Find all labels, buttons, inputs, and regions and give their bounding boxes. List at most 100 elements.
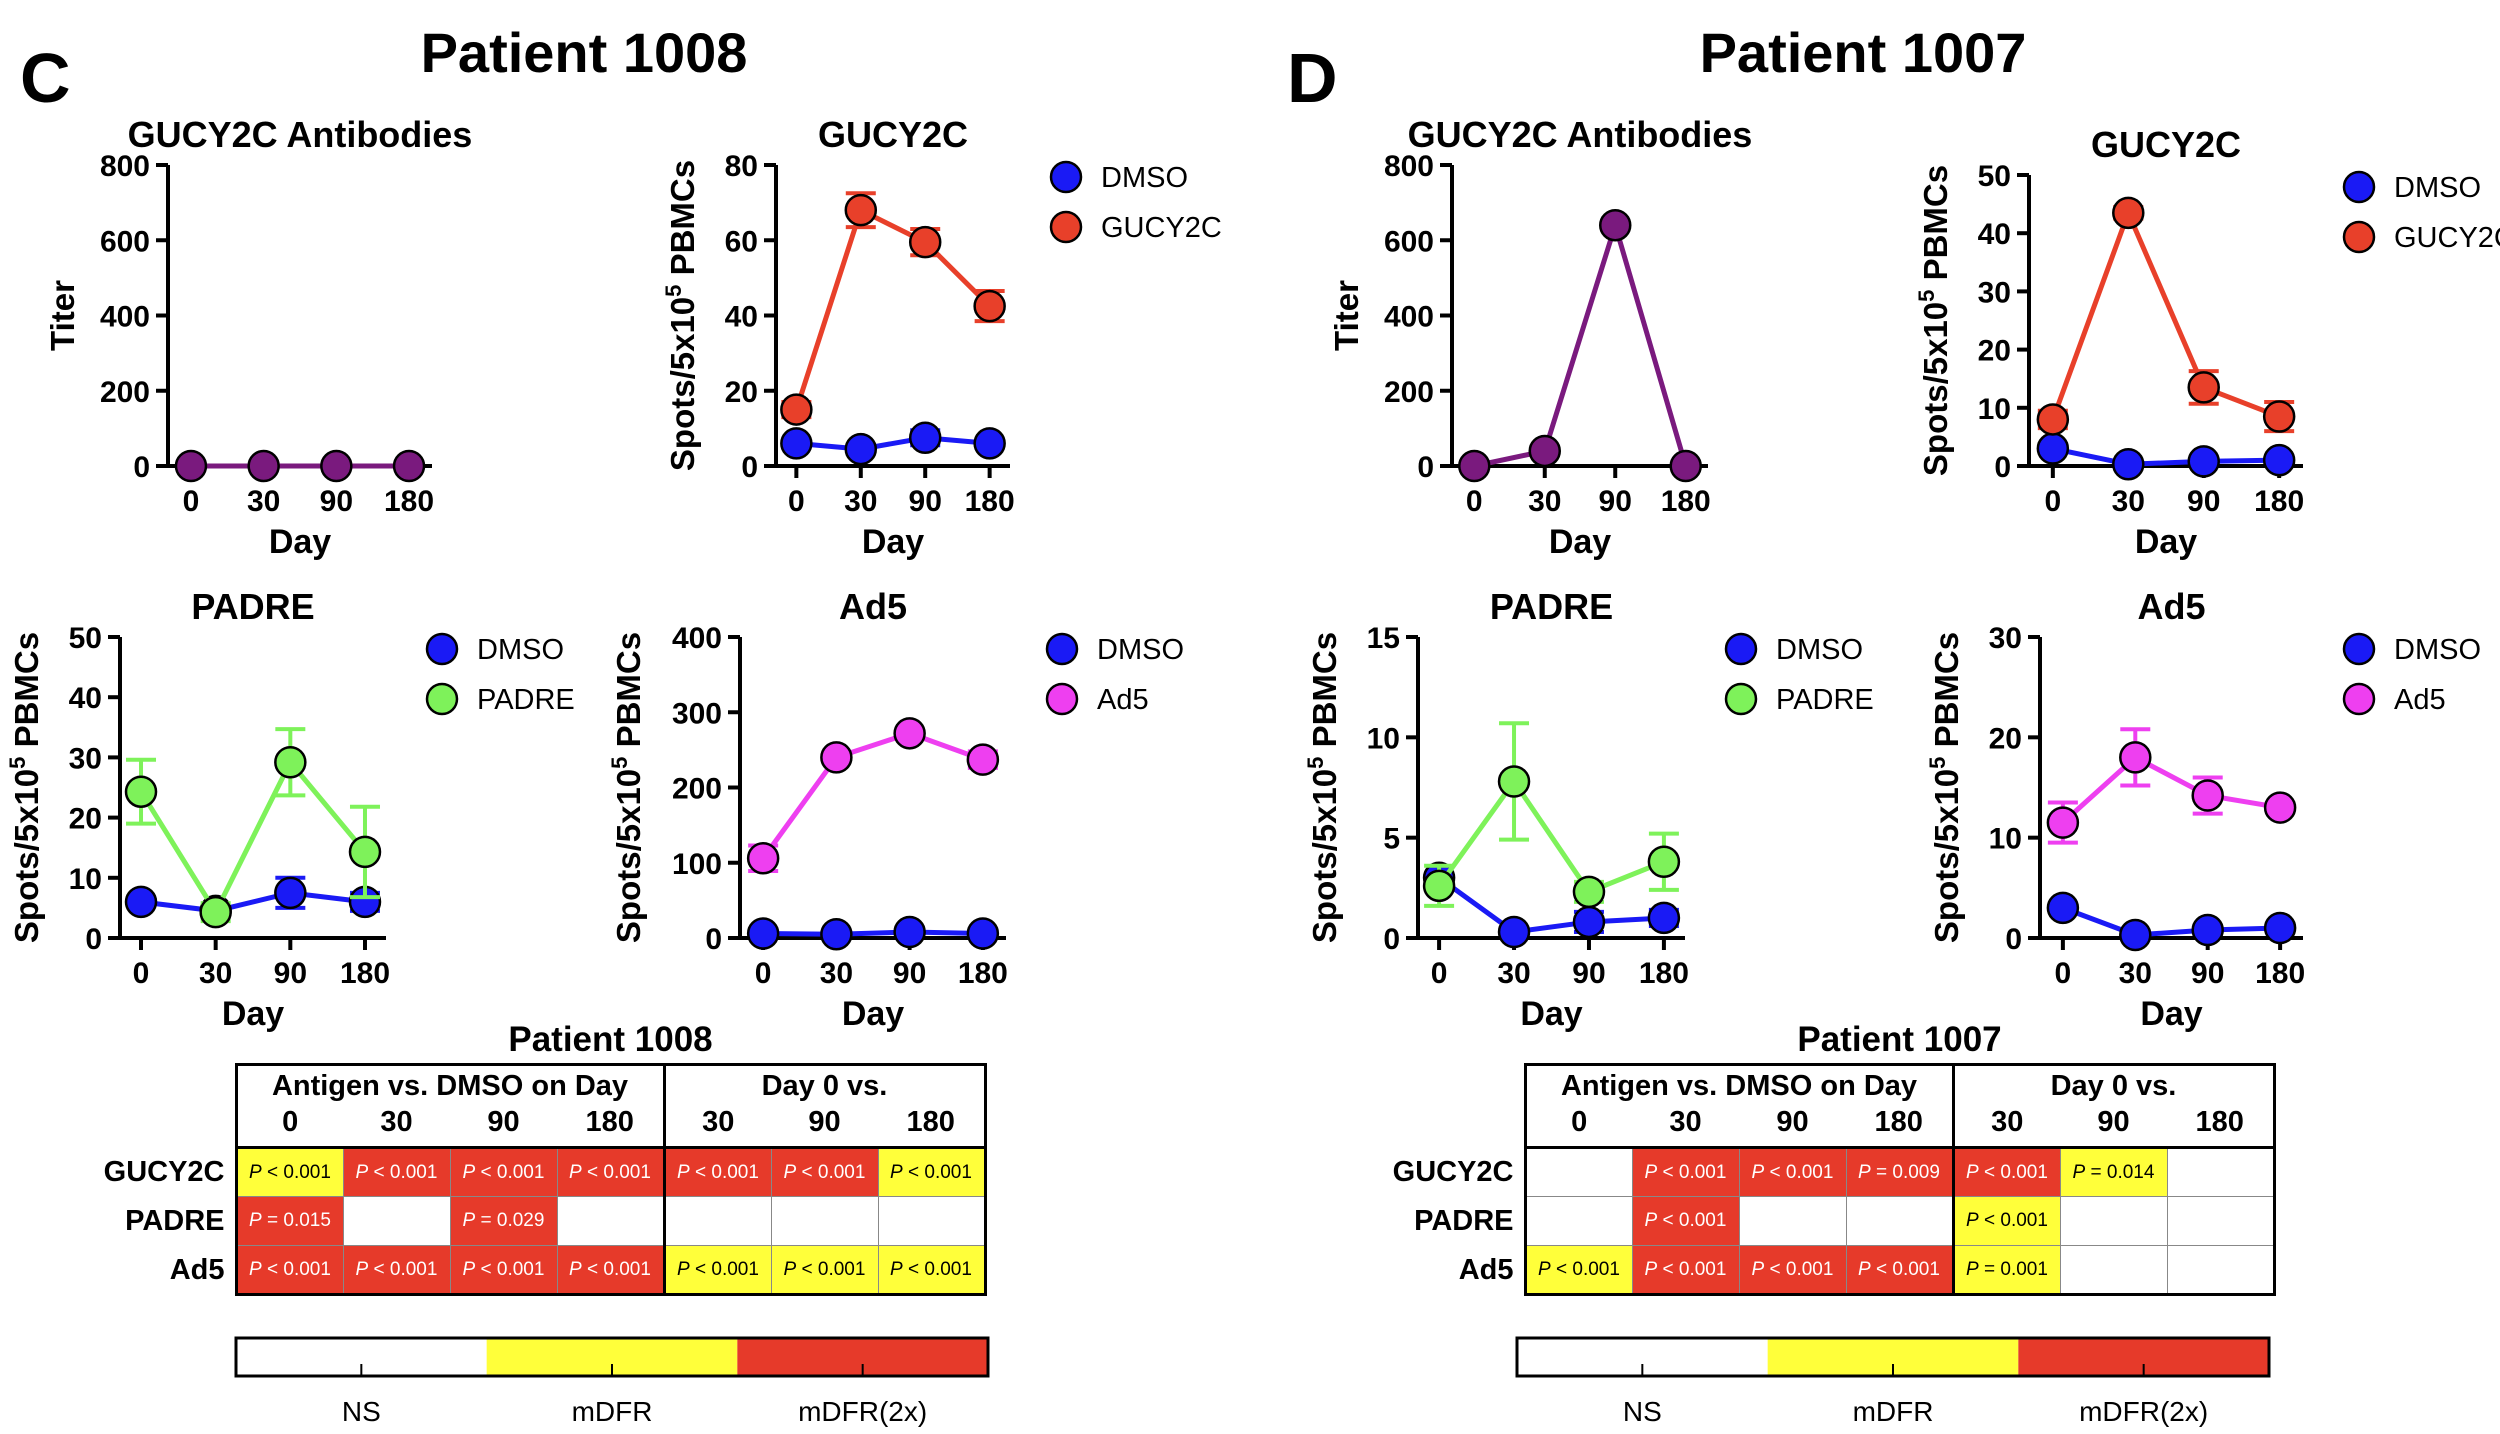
data-point (392, 449, 426, 483)
panel-letter: C (20, 39, 71, 117)
p-value-cell: P < 0.001 (1951, 1196, 2061, 1246)
x-tick-label: 30 (2112, 485, 2145, 518)
data-point (1458, 449, 1491, 483)
x-tick-label: 0 (183, 485, 200, 518)
p-value: < 0.001 (587, 1161, 651, 1183)
y-tick-label: 40 (69, 682, 102, 715)
series-titer (1458, 208, 1702, 483)
p-symbol: P (249, 1258, 262, 1280)
y-tick-label: 0 (2005, 923, 2022, 956)
p-value: < 0.001 (1984, 1161, 2048, 1183)
chart-title: Ad5 (2137, 586, 2205, 627)
p-value: < 0.001 (480, 1161, 545, 1183)
table-row: GUCY2C P < 0.001 P < 0.001 P < 0.001 P < 0.0… (96, 1146, 987, 1197)
p-symbol: P (890, 1258, 903, 1280)
data-point (348, 835, 382, 869)
table-row: Ad5 P < 0.001 P < 0.001 P < 0.001 P < 0.001 P… (1385, 1245, 2276, 1296)
p-value-cell: P < 0.001 (1631, 1146, 1740, 1197)
p-value-cell (342, 1196, 451, 1246)
y-axis-label: Titer (1328, 280, 1365, 351)
legend-label: Ad5 (1097, 684, 1149, 716)
data-point (780, 393, 813, 426)
y-tick-label: 400 (100, 301, 150, 334)
series-ad5 (746, 717, 1000, 875)
chart-title: GUCY2C (818, 114, 968, 155)
x-tick-label: 90 (2187, 485, 2220, 518)
x-tick-label: 90 (1599, 485, 1632, 518)
y-tick-label: 5 (1383, 823, 1400, 856)
row-label: PADRE (125, 1204, 225, 1237)
x-tick-label: 180 (2254, 485, 2304, 518)
p-symbol: P (1751, 1161, 1765, 1183)
day-header: 30 (380, 1106, 413, 1138)
chart-C4: Ad5 0 100 200 300 400 0 30 90 180 Day Spots/5x105 P… (607, 586, 1184, 1033)
y-axis-label-main: Spots/5x10 (1917, 302, 1954, 476)
series-gucy2c (780, 191, 1006, 426)
x-tick-label: 180 (1661, 485, 1711, 518)
panel-title: Patient 1008 (421, 21, 748, 84)
y-axis-label: Spots/5x105 PBMCs (5, 632, 45, 943)
p-value: < 0.001 (801, 1258, 866, 1280)
chart-C1: GUCY2C Antibodies 0 200 400 600 800 0 30 90 180 Da… (44, 114, 472, 561)
p-value-cell (2166, 1245, 2276, 1296)
data-point (908, 225, 942, 259)
series-line (138, 757, 367, 918)
data-point (274, 876, 307, 910)
x-tick-label: 90 (274, 957, 307, 990)
data-point (320, 449, 353, 483)
y-tick-label: 0 (133, 451, 150, 484)
p-value-cell: P < 0.001 (1523, 1245, 1633, 1296)
table-day-header-row: 0 30 90 180 30 90 180 (1385, 1106, 2276, 1148)
x-tick-label: 30 (1528, 485, 1561, 518)
data-point (893, 915, 926, 949)
y-tick-label: 30 (1989, 622, 2022, 655)
p-symbol: P (1644, 1161, 1658, 1183)
p-symbol: P (2072, 1161, 2086, 1183)
table-row: PADRE P = 0.015 P = 0.029 (96, 1196, 987, 1246)
x-tick-label: 180 (384, 485, 434, 518)
y-tick-label: 0 (741, 451, 758, 484)
y-axis-label-sup: 5 (1914, 290, 1939, 302)
p-symbol: P (355, 1258, 369, 1280)
y-tick-label: 80 (725, 150, 758, 183)
legend-label: PADRE (477, 684, 575, 716)
series-dmso (2036, 432, 2296, 481)
table-row: PADRE P < 0.001 P < 0.001 (1385, 1196, 2276, 1246)
y-axis-label-tail: PBMCs (1917, 165, 1954, 290)
data-point (2187, 445, 2220, 478)
legend-marker (1049, 210, 1083, 244)
chart-title: GUCY2C (2091, 124, 2241, 165)
significance-table: Antigen vs. DMSO on Day Day 0 vs. 0 30 90 180… (1385, 1063, 2276, 1296)
p-value-cell: P < 0.001 (342, 1146, 451, 1197)
y-axis-label: Spots/5x105 PBMCs (1925, 632, 1965, 943)
day-header: 90 (487, 1106, 520, 1138)
y-tick-label: 0 (85, 923, 102, 956)
p-symbol: P (1644, 1210, 1658, 1231)
x-tick-label: 30 (199, 957, 232, 990)
y-tick-label: 10 (1367, 722, 1400, 755)
significance-table: Antigen vs. DMSO on Day Day 0 vs. 0 30 90 180… (96, 1063, 987, 1296)
p-value: < 0.001 (801, 1161, 866, 1183)
p-value-cell: P < 0.001 (1738, 1146, 1847, 1197)
y-tick-label: 40 (725, 301, 758, 334)
data-point (1528, 434, 1562, 468)
y-tick-label: 20 (1978, 335, 2011, 368)
series-dmso (2046, 891, 2297, 952)
series-line (2062, 905, 2281, 938)
x-tick-label: 0 (1466, 485, 1483, 518)
x-tick-label: 180 (1639, 957, 1689, 990)
y-axis-label-sup: 5 (661, 285, 686, 297)
x-tick-label: 90 (320, 485, 353, 518)
p-symbol: P (355, 1161, 369, 1183)
y-tick-label: 300 (672, 697, 722, 730)
p-value-cell: P < 0.001 (449, 1146, 558, 1197)
row-label: GUCY2C (103, 1155, 225, 1188)
data-point (780, 427, 813, 460)
data-point (199, 895, 232, 929)
data-point (274, 745, 307, 779)
x-tick-label: 30 (2119, 957, 2152, 990)
data-point (2119, 918, 2152, 952)
series-dmso (780, 421, 1006, 466)
chart-title: PADRE (191, 586, 314, 627)
p-value-cell: P = 0.015 (234, 1196, 344, 1246)
